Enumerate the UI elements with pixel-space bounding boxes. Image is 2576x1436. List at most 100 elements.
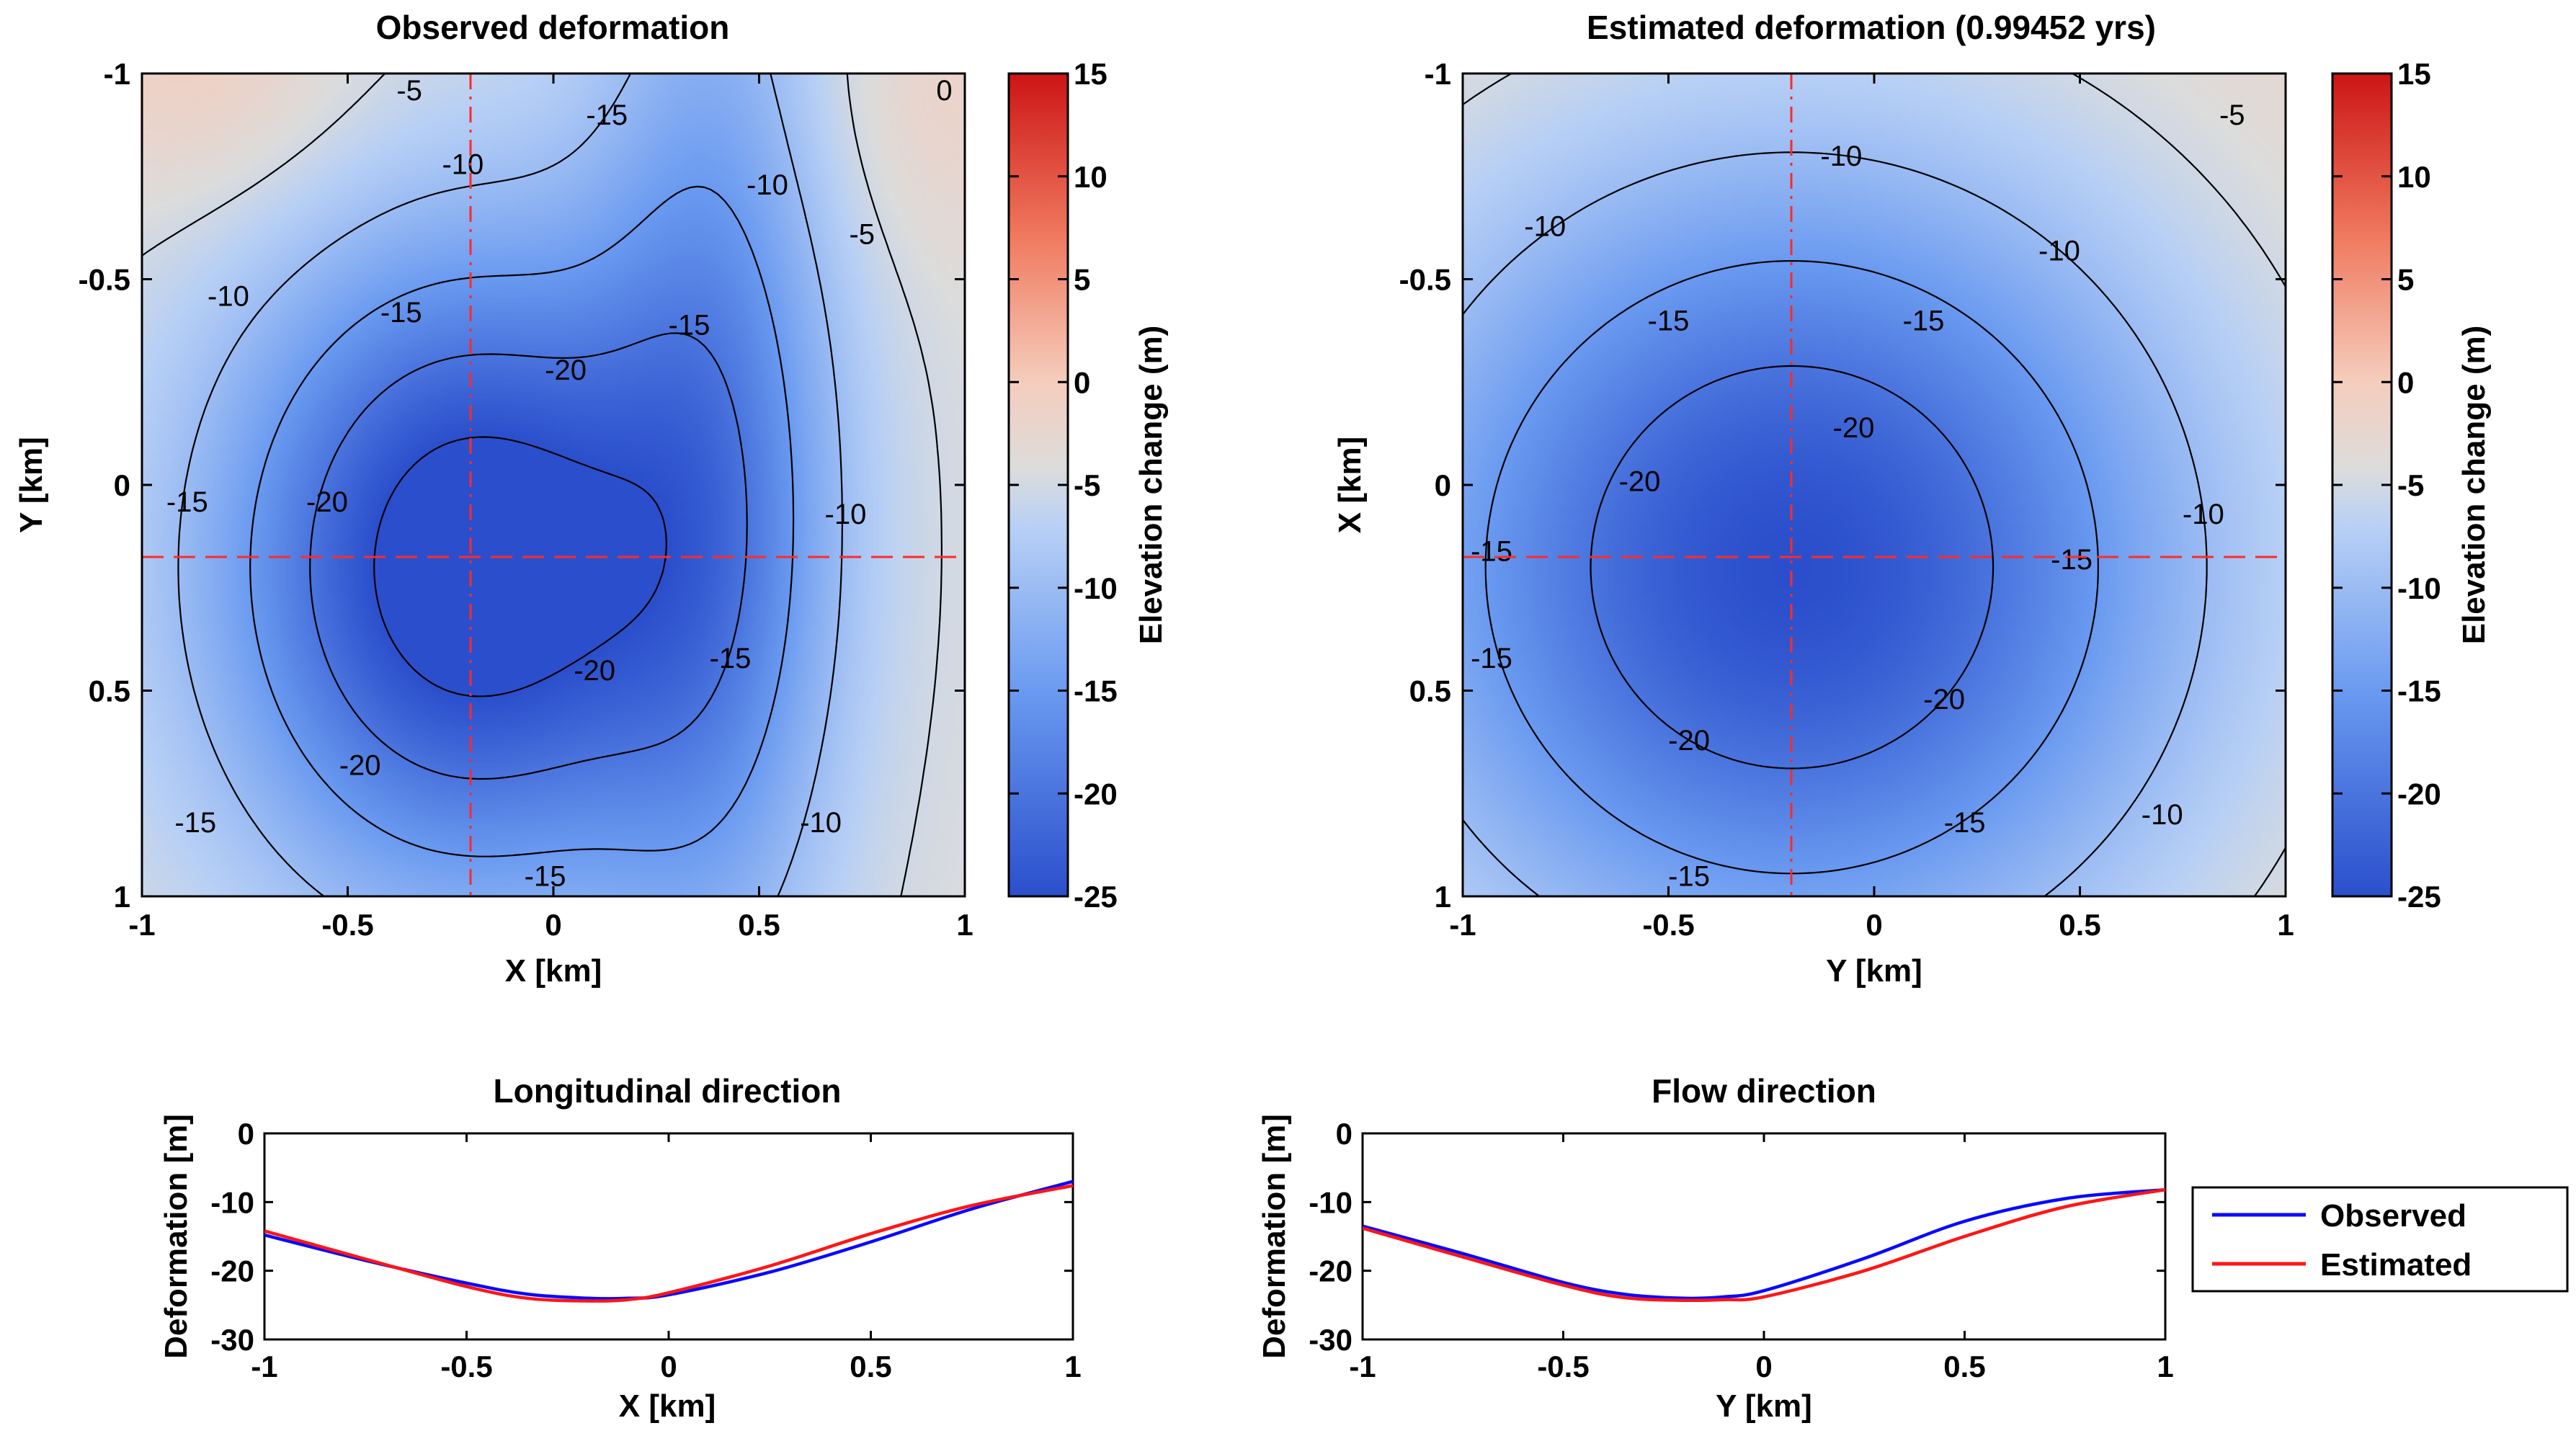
x-tick-label: -0.5 — [1642, 908, 1694, 942]
contour-label: -10 — [442, 149, 483, 181]
y-tick-label: -1 — [1425, 57, 1451, 91]
estimated-heatmap: Estimated deformation (0.99452 yrs) -5 -1… — [1332, 9, 2294, 989]
contour-label: -20 — [339, 749, 381, 781]
contour-label: -20 — [1923, 684, 1965, 715]
contour-label: -10 — [208, 280, 249, 312]
contour-label: -15 — [1903, 306, 1945, 337]
colorbar-2-ticks: 15 10 5 0 -5 -10 -15 -20 -25 — [2332, 57, 2441, 914]
colorbar-tick-label: -15 — [1074, 674, 1118, 708]
x-tick-label: -1 — [1349, 1350, 1376, 1383]
y-tick-label: -20 — [210, 1254, 254, 1288]
contour-line — [177, 73, 843, 897]
longitudinal-xlabel: X [km] — [619, 1388, 716, 1424]
colorbar-tick-label: 15 — [2397, 57, 2431, 91]
x-tick-label: 1 — [956, 908, 973, 942]
estimated-title: Estimated deformation (0.99452 yrs) — [1587, 9, 2156, 46]
contour-label: -15 — [1648, 306, 1690, 337]
longitudinal-plot: Longitudinal direction -1 -0.5 0 0.5 1 0 -10 -2… — [159, 1072, 1082, 1424]
contour-label: -20 — [574, 655, 615, 687]
contour-label: -15 — [586, 99, 628, 131]
colorbar-tick-label: 15 — [1074, 57, 1107, 91]
y-tick-label: 0 — [238, 1117, 254, 1151]
x-tick-label: 0.5 — [1943, 1350, 1985, 1383]
x-tick-label: 0.5 — [738, 908, 780, 942]
y-tick-label: 1 — [114, 880, 130, 914]
contour-label: -20 — [1668, 725, 1710, 757]
contour-line — [1590, 365, 1995, 770]
flow-title: Flow direction — [1652, 1072, 1876, 1110]
contour-line — [373, 436, 667, 697]
legend-box — [2191, 1186, 2569, 1293]
contour-label: -15 — [380, 297, 422, 329]
colorbar-tick-label: 0 — [2397, 365, 2414, 399]
colorbar-tick-label: -25 — [2397, 880, 2441, 914]
flow-series — [1362, 1187, 2166, 1303]
x-tick-label: 0 — [660, 1350, 677, 1383]
legend-estimated-label: Estimated — [2320, 1247, 2472, 1283]
contour-label: -20 — [306, 486, 348, 518]
legend-observed-label: Observed — [2320, 1198, 2466, 1234]
observed-heatmap: Observed deformation -5 0-10-15-10-5-10-1… — [14, 9, 973, 989]
y-tick-label: -10 — [1309, 1185, 1352, 1219]
contour-label: -15 — [174, 807, 216, 839]
longitudinal-title: Longitudinal direction — [494, 1072, 842, 1110]
x-tick-label: -0.5 — [440, 1350, 492, 1383]
contour-line — [1462, 151, 2208, 897]
contour-label: -15 — [1471, 643, 1512, 674]
estimated-heatmap-image — [1463, 73, 2286, 896]
flow-axes-box — [1361, 1132, 2167, 1341]
contour-label: -10 — [2038, 236, 2080, 267]
observed-ticks: -1 -0.5 0 0.5 1-1-0.500.51 — [79, 57, 973, 942]
contour-label: -20 — [1619, 465, 1661, 497]
contour-label: -15 — [1471, 535, 1512, 567]
flow-xlabel: Y [km] — [1716, 1388, 1812, 1424]
x-tick-label: -1 — [251, 1350, 277, 1383]
x-tick-label: 1 — [2157, 1350, 2173, 1383]
y-tick-label: 0.5 — [89, 674, 130, 708]
contour-label: -15 — [669, 309, 710, 341]
colorbar-tick-label: 5 — [1074, 263, 1090, 297]
observed-heatmap-image — [142, 73, 965, 896]
y-tick-label: -10 — [210, 1185, 254, 1219]
contour-label: -15 — [710, 643, 752, 674]
estimated-ticks: -1 -0.5 0 0.5 1-1-0.500.51 — [1399, 57, 2294, 942]
colorbar-tick-label: -25 — [1074, 880, 1118, 914]
y-tick-label: -1 — [104, 57, 130, 91]
series-estimated — [264, 1184, 1074, 1303]
colorbar-tick-label: -5 — [1074, 468, 1100, 502]
colorbar-tick-label: -20 — [2397, 777, 2441, 811]
contour-label: -10 — [800, 807, 842, 839]
y-tick-label: 0 — [1435, 468, 1451, 502]
x-tick-label: 0 — [1866, 908, 1882, 942]
x-tick-label: 0 — [545, 908, 561, 942]
contour-line — [1462, 73, 2286, 897]
colorbar-tick-label: 10 — [2397, 160, 2431, 194]
contour-line — [1484, 260, 2099, 875]
colorbar-1: 15 10 5 0 -5 -10 -15 -20 -25 Elevation change (m… — [1007, 57, 1169, 914]
colorbar-tick-label: -20 — [1074, 777, 1118, 811]
y-tick-label: -0.5 — [79, 263, 130, 297]
x-tick-label: 1 — [1064, 1350, 1081, 1383]
x-tick-label: -1 — [1449, 908, 1476, 942]
colorbar-tick-label: 0 — [1074, 365, 1090, 399]
colorbar-tick-label: -5 — [2397, 468, 2424, 502]
contour-label: 0 — [936, 75, 952, 107]
y-tick-label: 0 — [114, 468, 130, 502]
x-tick-label: 0.5 — [2059, 908, 2100, 942]
estimated-xlabel: Y [km] — [1826, 953, 1922, 989]
contour-label: -15 — [1668, 860, 1710, 892]
contour-label: -10 — [2142, 799, 2183, 831]
y-tick-label: -30 — [210, 1323, 254, 1357]
contour-line — [249, 185, 795, 857]
series-estimated — [1362, 1187, 2166, 1303]
longitudinal-ticks: -1 -0.5 0 0.5 1 0 -10 -20 -30 — [210, 1117, 1081, 1383]
longitudinal-ylabel: Deformation [m] — [159, 1114, 194, 1359]
colorbar-tick-label: 5 — [2397, 263, 2414, 297]
x-tick-label: 1 — [2277, 908, 2294, 942]
contour-label: -10 — [825, 499, 867, 530]
x-tick-label: -1 — [128, 908, 155, 942]
y-tick-label: 0 — [1336, 1117, 1352, 1151]
colorbar-tick-label: -15 — [2397, 674, 2441, 708]
series-observed — [1362, 1187, 2166, 1301]
